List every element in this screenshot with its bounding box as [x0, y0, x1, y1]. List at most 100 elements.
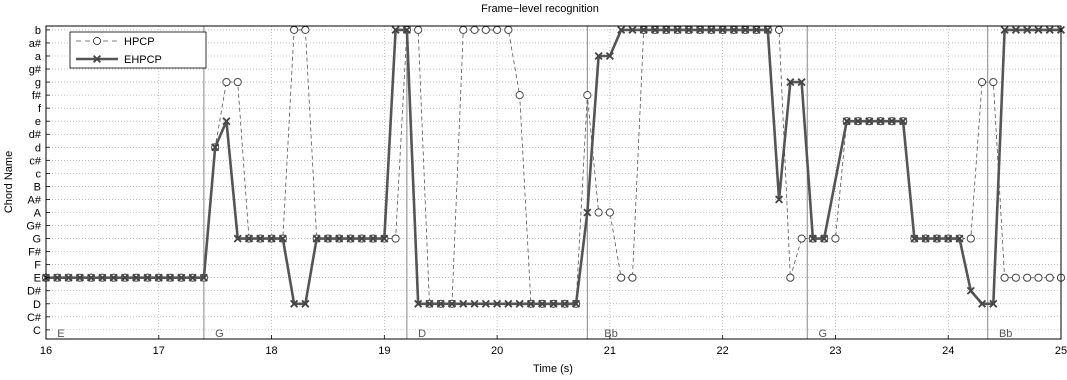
y-tick-d-sharp: d#: [29, 129, 42, 141]
ehpcp-point-69: [820, 234, 829, 243]
ehpcp-point-70: [842, 117, 851, 126]
hpcp-point-86: [1011, 273, 1020, 282]
y-tick-g: g: [35, 77, 41, 89]
hpcp-point-82: [966, 234, 975, 243]
y-tick-a-sharp: a#: [29, 38, 42, 50]
ehpcp-point-71: [853, 117, 863, 126]
hpcp-point-40: [493, 25, 502, 35]
ehpcp-point-11: [166, 273, 175, 282]
y-tick-f-sharp: f#: [32, 90, 42, 102]
ehpcp-point-19: [256, 234, 265, 243]
segment-boundaries: [203, 26, 989, 339]
hpcp-point-33: [414, 25, 423, 35]
y-tick-e: e: [35, 116, 41, 128]
ehpcp-point-78: [932, 234, 941, 243]
ehpcp-point-20: [267, 234, 276, 243]
x-tick-19: 19: [378, 345, 390, 357]
hpcp-point-70: [831, 234, 840, 243]
ehpcp-point-31: [391, 25, 400, 34]
hpcp-point-22: [290, 25, 299, 35]
x-tick-24: 24: [942, 345, 954, 357]
ehpcp-point-60: [718, 25, 727, 34]
ehpcp-point-22: [290, 299, 299, 308]
hpcp-point-89: [1045, 273, 1054, 282]
ehpcp-point-64: [763, 25, 772, 34]
ehpcp-point-24: [312, 234, 321, 243]
ehpcp-point-4: [87, 273, 96, 282]
ehpcp-point-35: [436, 299, 445, 308]
y-tick-e: E: [34, 273, 41, 285]
chart-title: Frame−level recognition: [481, 3, 599, 15]
ehpcp-point-58: [696, 25, 705, 34]
ehpcp-point-40: [493, 299, 502, 308]
segment-label-2: G: [215, 328, 224, 340]
ehpcp-point-82: [978, 299, 987, 308]
hpcp-point-51: [617, 273, 626, 282]
ehpcp-point-6: [109, 273, 118, 282]
ehpcp-point-5: [98, 273, 107, 282]
ehpcp-point-84: [1000, 25, 1009, 34]
hpcp-point-23: [301, 25, 310, 35]
y-tick-b: B: [34, 181, 41, 193]
x-tick-17: 17: [153, 345, 165, 357]
ehpcp-point-33: [414, 299, 423, 308]
y-tick-a: a: [35, 51, 42, 63]
ehpcp-point-47: [572, 299, 581, 308]
y-tick-d: d: [35, 142, 41, 154]
ehpcp-point-61: [729, 25, 738, 34]
ehpcp-point-87: [1034, 25, 1043, 34]
y-tick-labels: CC#DD#EFF#GG# AA#Bcc#dd#eff#gg#aa#b: [26, 25, 50, 337]
ehpcp-point-65: [775, 195, 784, 204]
hpcp-point-42: [515, 91, 524, 100]
ehpcp-point-3: [75, 273, 84, 282]
ehpcp-point-80: [955, 234, 964, 243]
ehpcp-point-38: [470, 299, 479, 308]
ehpcp-point-72: [865, 117, 874, 126]
legend: HPCP EHPCP: [69, 31, 207, 69]
ehpcp-point-7: [120, 273, 129, 282]
ehpcp-point-18: [244, 234, 254, 243]
y-tick-d: D: [33, 299, 41, 311]
y-tick-c-sharp: C#: [27, 312, 42, 324]
ehpcp-point-15: [211, 143, 220, 152]
ehpcp-point-79: [944, 234, 953, 243]
ehpcp-point-83: [989, 299, 998, 308]
ehpcp-point-25: [323, 234, 332, 243]
ehpcp-point-53: [639, 25, 648, 34]
y-tick-g-sharp: G#: [26, 221, 42, 233]
ehpcp-point-16: [222, 117, 231, 126]
hpcp-point-41: [504, 25, 513, 35]
ehpcp-point-66: [786, 78, 795, 87]
segment-labels: E G D Bb G Bb: [57, 328, 1012, 340]
ehpcp-point-51: [617, 25, 626, 34]
x-tick-16: 16: [40, 345, 52, 357]
ehpcp-point-59: [707, 25, 716, 34]
y-tick-a-sharp: A#: [28, 194, 42, 206]
ehpcp-line: [46, 28, 1061, 306]
hpcp-point-37: [459, 25, 468, 35]
hpcp-point-83: [977, 77, 987, 87]
legend-ehpcp-label: EHPCP: [124, 54, 162, 66]
ehpcp-point-52: [628, 25, 637, 34]
ehpcp-point-63: [752, 25, 761, 34]
ehpcp-point-45: [549, 299, 558, 308]
ehpcp-point-34: [425, 299, 434, 308]
ehpcp-point-1: [53, 273, 62, 282]
hpcp-point-67: [797, 234, 806, 243]
hpcp-point-85: [1000, 273, 1009, 282]
x-tick-labels: 16 17 18 19 20 21 22 23 24 25: [40, 335, 1067, 357]
ehpcp-point-39: [481, 299, 490, 308]
ehpcp-point-54: [650, 25, 660, 34]
legend-hpcp-label: HPCP: [124, 36, 155, 48]
series-hpcp: [41, 25, 1066, 308]
legend-ehpcp-marker: [92, 54, 102, 64]
legend-box: [69, 31, 207, 69]
ehpcp-point-74: [887, 117, 896, 126]
hpcp-point-39: [481, 25, 490, 35]
ehpcp-point-28: [357, 234, 366, 243]
ehpcp-point-50: [605, 51, 614, 61]
segment-label-1: E: [57, 328, 64, 340]
y-tick-g: G: [32, 234, 41, 246]
series-ehpcp: [41, 25, 1066, 308]
